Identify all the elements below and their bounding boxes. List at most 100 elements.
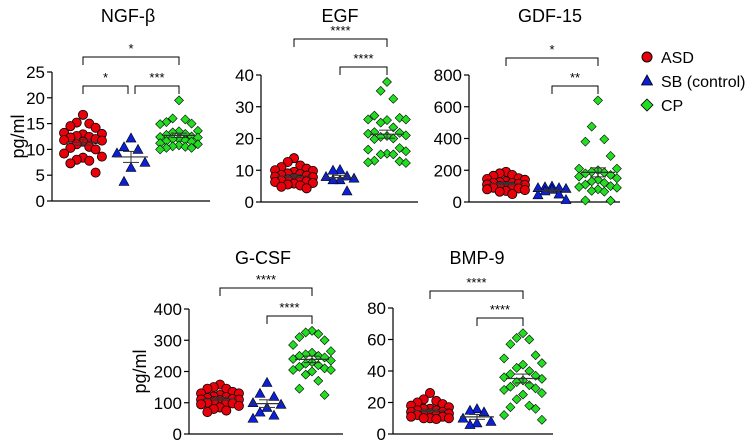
data-point-asd (424, 388, 435, 399)
legend-marker-triangle (640, 74, 654, 86)
data-point-asd (59, 148, 70, 159)
data-point-cp (611, 182, 622, 193)
data-point-cp (400, 158, 411, 168)
panel-egf: EGF 0 10 20 30 40 ******** (235, 6, 418, 212)
data-point-cp (186, 118, 197, 129)
data-point-asd (59, 135, 70, 146)
data-point-sb (532, 189, 544, 200)
legend-label: SB (control) (661, 74, 745, 91)
data-point-asd (90, 144, 101, 155)
y-tick-label: 400 (434, 130, 462, 149)
data-point-asd (196, 399, 207, 410)
data-point-cp (300, 327, 311, 338)
data-point-cp (307, 366, 317, 377)
data-point-asd (233, 400, 244, 411)
y-tick-label: 40 (367, 362, 386, 381)
data-point-cp (300, 369, 311, 380)
data-point-cp (524, 366, 535, 376)
legend-label: ASD (661, 50, 694, 67)
data-point-cp (580, 195, 591, 206)
data-point-cp (530, 403, 541, 414)
data-point-sb (254, 387, 266, 398)
data-point-cp (580, 136, 591, 147)
legend-marker-diamond (640, 98, 654, 112)
data-point-cp (369, 110, 380, 121)
data-point-cp (369, 134, 380, 145)
data-point-cp (155, 144, 166, 155)
data-point-cp (375, 149, 386, 160)
data-point-sb (553, 188, 565, 199)
data-point-asd (276, 181, 287, 192)
data-point-cp (325, 346, 336, 357)
data-point-cp (605, 151, 616, 161)
y-tick-label: 0 (36, 192, 45, 211)
data-point-cp (363, 128, 374, 139)
data-point-cp (388, 122, 399, 133)
significance-bracket (293, 38, 388, 47)
data-point-cp (530, 383, 541, 394)
data-point-cp (325, 365, 336, 375)
data-point-cp (294, 361, 305, 372)
legend-item-asd: ASD (641, 50, 694, 67)
data-point-sb (471, 403, 483, 414)
data-point-cp (294, 383, 305, 394)
data-point-cp (155, 119, 166, 130)
data-point-cp (586, 121, 597, 132)
y-tick-label: 10 (235, 161, 254, 180)
data-point-cp (511, 394, 522, 405)
y-axis-label: pg/ml (8, 114, 28, 158)
significance-label: **** (490, 302, 510, 317)
data-point-cp (400, 114, 411, 125)
data-point-asd (90, 122, 101, 133)
y-tick-label: 20 (367, 394, 386, 413)
data-point-cp (574, 181, 585, 192)
y-tick-label: 10 (26, 140, 45, 159)
data-point-cp (294, 332, 305, 343)
legend-item-cp: CP (640, 98, 683, 115)
data-point-cp (499, 384, 510, 395)
data-point-cp (511, 333, 522, 343)
data-point-cp (586, 176, 597, 187)
significance-label: **** (256, 272, 276, 287)
data-point-sb (485, 415, 497, 426)
y-tick-label: 20 (235, 130, 254, 149)
data-point-cp (611, 173, 622, 184)
data-point-cp (313, 329, 324, 339)
data-point-cp (186, 142, 197, 153)
data-point-cp (288, 365, 299, 375)
data-point-cp (375, 85, 386, 96)
data-point-cp (192, 139, 203, 150)
data-point-cp (388, 149, 399, 160)
data-point-cp (574, 171, 585, 182)
data-point-cp (518, 328, 528, 339)
panel-title: EGF (321, 6, 358, 26)
data-point-asd (418, 413, 429, 424)
significance-label: * (103, 70, 108, 85)
data-point-sb (254, 406, 266, 417)
y-tick-label: 600 (434, 98, 462, 117)
data-point-cp (505, 402, 516, 413)
data-point-cp (499, 372, 510, 383)
significance-bracket (429, 290, 524, 299)
data-point-asd (202, 407, 213, 418)
panel-g-csf: G-CSF pg/ml 0 100 200 300 400 ******** (130, 248, 343, 441)
data-point-cp (605, 195, 616, 206)
data-point-asd (221, 405, 232, 416)
data-point-asd (307, 177, 318, 188)
data-point-cp (288, 340, 299, 350)
significance-label: **** (353, 51, 373, 66)
significance-bracket (82, 56, 180, 65)
data-point-sb (139, 156, 151, 167)
significance-bracket (266, 315, 313, 324)
data-point-cp (294, 350, 305, 361)
data-point-cp (388, 93, 399, 104)
data-point-sb (118, 141, 130, 152)
data-point-sb (247, 412, 259, 423)
data-point-asd (507, 189, 518, 200)
panel-title: NGF-β (101, 6, 155, 26)
legend-marker-circle (641, 51, 653, 63)
data-point-cp (511, 377, 522, 387)
data-point-asd (431, 414, 442, 425)
panel-title: G-CSF (235, 248, 291, 268)
